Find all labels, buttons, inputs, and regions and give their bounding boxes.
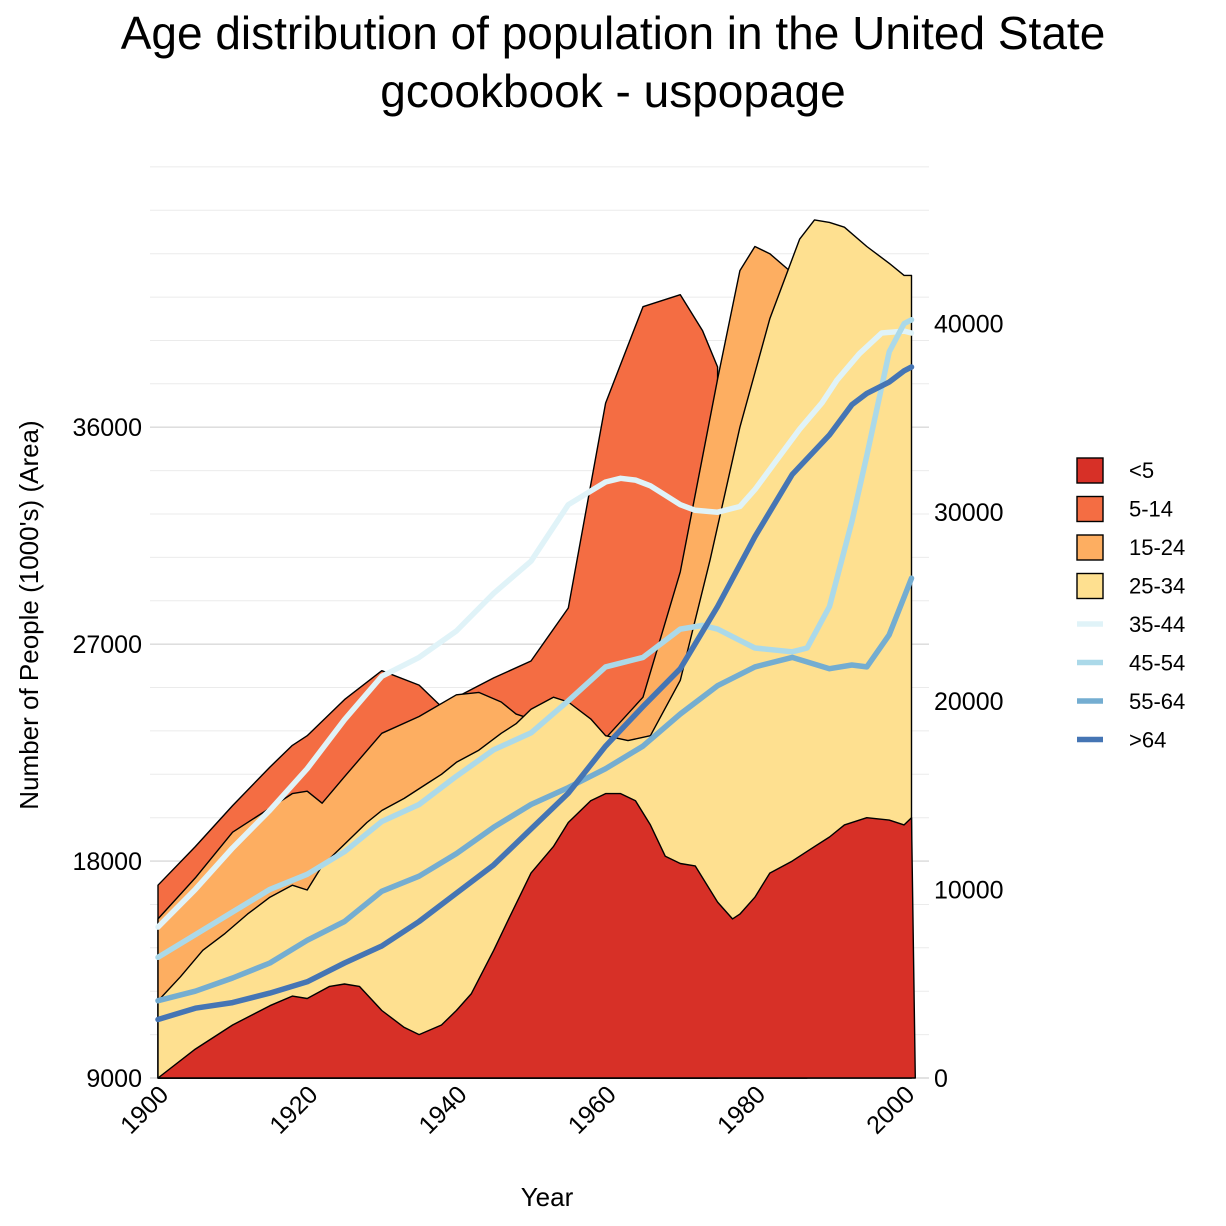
legend-label-35-44: 35-44: [1129, 612, 1185, 637]
x-tick-label: 1940: [414, 1080, 473, 1139]
line-layer: [155, 317, 915, 1023]
legend: <5 5-14 15-24 25-34 35-44 45-54 55-64 >64: [1076, 457, 1185, 753]
x-tick-label: 2000: [861, 1080, 920, 1139]
legend-key-15-24: [1076, 534, 1104, 561]
legend-label-25-34: 25-34: [1129, 574, 1185, 599]
y-axis-title: Number of People (1000's) (Area): [14, 420, 44, 809]
legend-label-gt64: >64: [1129, 728, 1166, 753]
chart-title: Age distribution of population in the Un…: [120, 7, 1106, 59]
legend-key-lt5: [1076, 457, 1104, 484]
legend-key-5-14: [1076, 495, 1104, 523]
y-right-tick-label: 40000: [934, 311, 1004, 339]
y-left-tick-label: 9000: [86, 1065, 142, 1093]
line-45-54: [155, 317, 915, 961]
legend-label-lt5: <5: [1129, 458, 1154, 483]
y-left-tick-label: 27000: [72, 631, 142, 659]
chart-subtitle: gcookbook - uspopage: [380, 65, 846, 117]
y-left-tick-label: 36000: [72, 414, 142, 442]
legend-label-45-54: 45-54: [1129, 651, 1185, 676]
y-right-tick-label: 0: [934, 1065, 948, 1093]
x-tick-label: 1960: [563, 1080, 622, 1139]
line-35-44: [155, 328, 915, 930]
line-gt64: [155, 364, 915, 1023]
legend-label-15-24: 15-24: [1129, 535, 1185, 560]
x-axis-title: Year: [521, 1182, 574, 1212]
line-55-64: [155, 575, 915, 1004]
x-tick-label: 1980: [712, 1080, 771, 1139]
area-25-34: [157, 219, 913, 1079]
y-left-tick-label: 18000: [72, 848, 142, 876]
legend-key-25-34: [1076, 572, 1104, 600]
y-right-tick-label: 30000: [934, 499, 1004, 527]
area-layer: [157, 219, 916, 1079]
y-right-tick-label: 20000: [934, 688, 1004, 716]
x-tick-label: 1920: [264, 1080, 323, 1139]
legend-label-5-14: 5-14: [1129, 497, 1173, 522]
area-lt5: [157, 792, 916, 1079]
legend-label-55-64: 55-64: [1129, 689, 1185, 714]
y-right-tick-label: 10000: [934, 876, 1004, 904]
